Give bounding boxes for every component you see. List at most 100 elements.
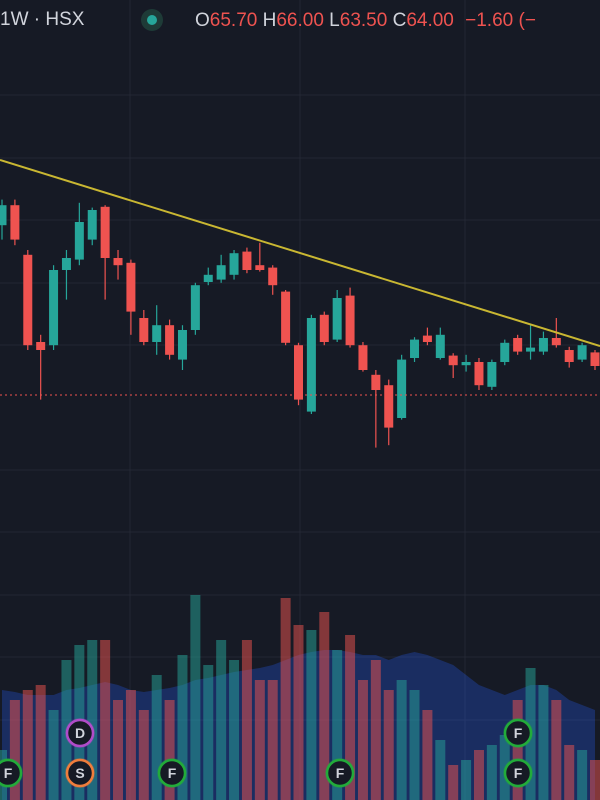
candle-body	[410, 339, 420, 358]
candle-body	[435, 334, 445, 358]
volume-bar	[319, 612, 330, 800]
volume-bar	[370, 660, 381, 800]
candle-body	[332, 298, 342, 340]
volume-bar	[473, 750, 484, 800]
events: F D S F F F F	[0, 718, 533, 788]
candle-body	[500, 342, 510, 362]
volume-bar	[306, 630, 317, 800]
event-badge-ring	[503, 758, 533, 788]
volume-bar	[190, 595, 201, 800]
candle-body	[384, 385, 394, 428]
volume-bar	[22, 690, 33, 800]
candle-body	[526, 347, 536, 352]
symbol: 1W · HSX	[0, 9, 85, 30]
volume-bar	[9, 700, 20, 800]
volume-bar	[357, 680, 368, 800]
volume-bar	[229, 660, 240, 800]
volume-bar	[435, 740, 446, 800]
volume-bar	[280, 598, 291, 800]
candle-body	[564, 350, 574, 362]
candle-body	[36, 342, 46, 350]
event-label: F	[4, 765, 13, 781]
volume-bar	[125, 690, 136, 800]
volume-bar	[551, 700, 562, 800]
ohlc: O65.70 H66.00 L63.50 C64.00 −1.60 (−	[195, 10, 536, 31]
volume-bar	[164, 700, 175, 800]
volume-bar	[87, 640, 98, 800]
volume-bar	[100, 640, 111, 800]
candle-body	[61, 258, 71, 270]
candle-body	[139, 318, 149, 342]
volume-bar	[254, 680, 265, 800]
candle-body	[268, 267, 278, 286]
candle-body	[371, 374, 381, 390]
event-label: S	[75, 765, 84, 781]
candle-body	[74, 222, 84, 260]
candle-body	[306, 318, 316, 412]
price-pane	[0, 199, 600, 448]
volume-bar	[216, 640, 227, 800]
candle-body	[294, 345, 303, 400]
candle-body	[10, 205, 20, 240]
candle-body	[474, 362, 484, 386]
candle-body	[87, 210, 97, 240]
candle-body	[551, 338, 561, 346]
ohlc-key: O	[195, 10, 210, 31]
ohlc-value: 66.00	[276, 10, 324, 31]
volume-bar	[396, 680, 407, 800]
volume-bar	[332, 650, 343, 800]
candle-body	[513, 338, 523, 352]
candle-body	[49, 270, 59, 346]
candle-body	[577, 345, 587, 360]
ohlc-value: 64.00	[406, 10, 454, 31]
candle-body	[100, 206, 110, 258]
ohlc-key: L	[329, 10, 340, 31]
volume-bar	[293, 625, 304, 800]
candle-body	[229, 253, 239, 275]
event-badge-ring	[65, 718, 95, 748]
trend-line	[0, 159, 600, 347]
volume-bar	[409, 690, 420, 800]
candle-body	[358, 345, 368, 370]
candle-body	[0, 205, 7, 226]
candle-body	[126, 262, 136, 312]
event-label: D	[75, 725, 85, 741]
candle-body	[177, 330, 187, 360]
event-label: F	[336, 765, 345, 781]
event-badge-ring	[325, 758, 355, 788]
event-label: F	[514, 725, 523, 741]
volume-bar	[512, 700, 523, 800]
volume-bar	[151, 675, 162, 800]
volume-bar	[461, 760, 472, 800]
event-badge-ring	[503, 718, 533, 748]
candle-body	[152, 325, 162, 342]
ohlc-value: 65.70	[210, 10, 258, 31]
ohlc-key: H	[263, 10, 277, 31]
candle-body	[255, 265, 265, 270]
volume-bar	[538, 685, 549, 800]
candle-body	[538, 338, 548, 352]
candle-body	[422, 335, 432, 342]
volume-bar	[448, 765, 459, 800]
volume-bar	[48, 710, 59, 800]
candle-body	[319, 314, 329, 342]
volume-bar	[590, 760, 600, 800]
candle-body	[203, 274, 213, 282]
event-label: F	[168, 765, 177, 781]
candle-body	[487, 362, 497, 387]
candle-body	[281, 291, 291, 343]
candle-body	[345, 295, 355, 346]
volume-bar	[383, 690, 394, 800]
volume-bar	[267, 680, 278, 800]
volume-bar	[577, 750, 588, 800]
candle-body	[461, 362, 471, 366]
event-badge-ring	[65, 758, 95, 788]
volume-bar	[241, 640, 252, 800]
volume-bar	[499, 735, 510, 800]
candle-body	[590, 352, 600, 366]
candle-body	[190, 285, 200, 330]
candle-body	[397, 359, 407, 418]
volume-bar	[35, 685, 46, 800]
